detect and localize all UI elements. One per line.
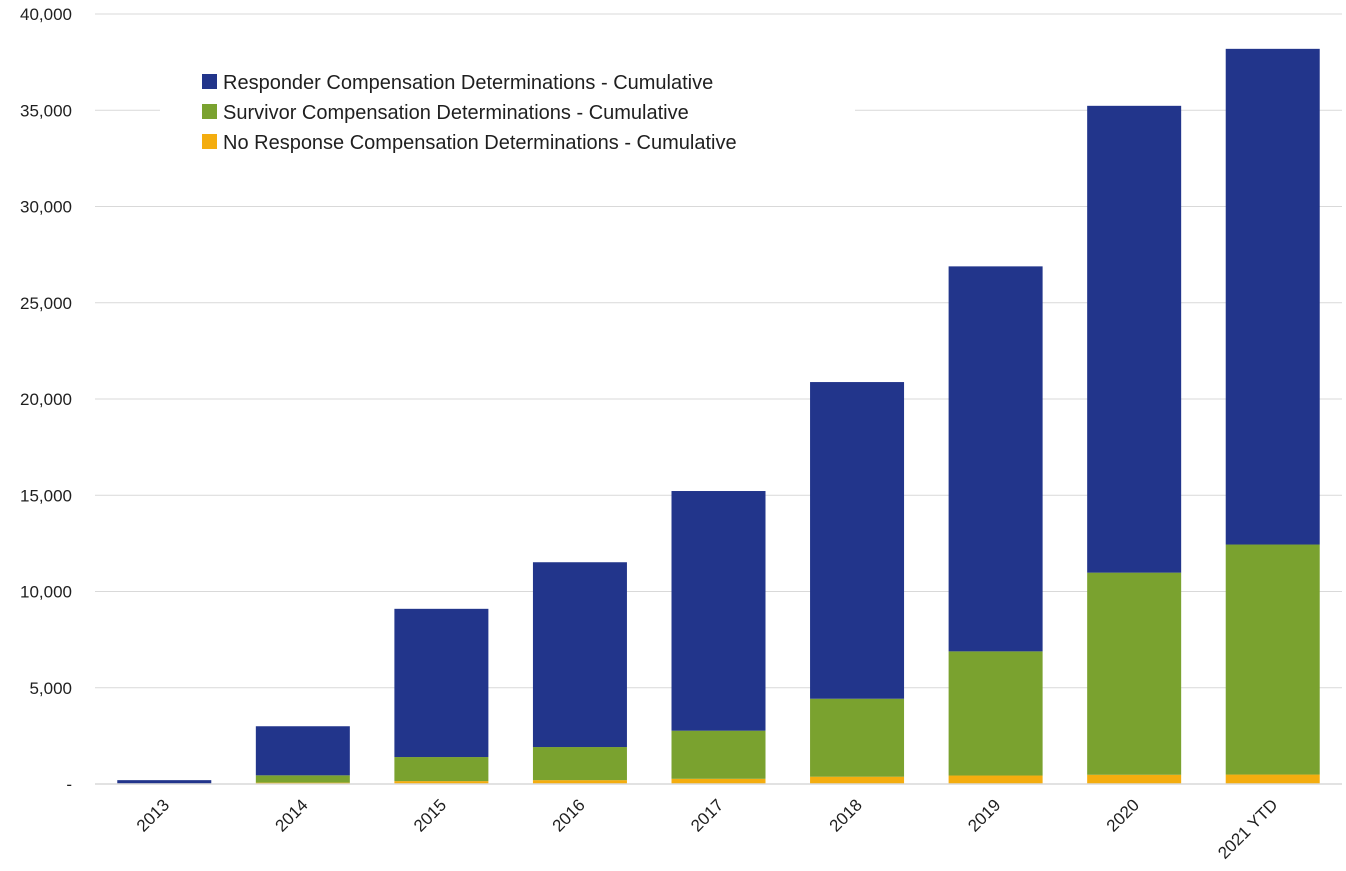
bar-segment — [671, 778, 766, 784]
y-tick-label: 10,000 — [20, 583, 72, 602]
bar-segment — [671, 491, 766, 731]
bar-segment — [1225, 48, 1320, 545]
bar-segment — [532, 780, 627, 784]
y-tick-label: 35,000 — [20, 101, 72, 120]
x-tick-label: 2015 — [410, 795, 450, 835]
x-tick-label: 2013 — [133, 795, 173, 835]
bar-segment — [948, 775, 1043, 784]
bar-segment — [532, 747, 627, 781]
y-axis: - 5,000 10,000 15,000 20,000 25,000 30,000 35,0… — [20, 5, 72, 794]
bar-segment — [671, 730, 766, 779]
y-tick-label: - — [66, 775, 72, 794]
x-tick-label: 2014 — [271, 795, 311, 835]
legend-label: No Response Compensation Determinations … — [223, 132, 737, 154]
legend: Responder Compensation Determinations - … — [160, 62, 855, 170]
bar-segment — [394, 608, 489, 758]
bar-segment — [1225, 774, 1320, 784]
bar-segment — [255, 726, 350, 776]
x-tick-label: 2017 — [687, 795, 727, 835]
bar-segment — [948, 651, 1043, 776]
bar-segment — [255, 775, 350, 783]
bar-segment — [1087, 774, 1182, 784]
bar-segment — [948, 266, 1043, 652]
legend-swatch — [202, 104, 217, 119]
bars — [117, 48, 1320, 784]
bar-segment — [1087, 105, 1182, 573]
bar-segment — [532, 562, 627, 748]
x-tick-label: 2020 — [1103, 795, 1143, 835]
x-axis: 2013 2014 2015 2016 2017 2018 2019 2020 2021 YTD — [95, 783, 1342, 863]
bar-segment — [1087, 572, 1182, 775]
y-tick-label: 40,000 — [20, 5, 72, 24]
legend-swatch — [202, 134, 217, 149]
x-tick-label: 2018 — [826, 795, 866, 835]
bar-segment — [394, 781, 489, 784]
legend-label: Survivor Compensation Determinations - C… — [223, 102, 689, 124]
x-tick-label: 2016 — [549, 795, 589, 835]
y-tick-label: 20,000 — [20, 390, 72, 409]
bar-segment — [810, 776, 905, 784]
y-tick-label: 25,000 — [20, 294, 72, 313]
legend-background — [160, 62, 855, 170]
y-tick-label: 30,000 — [20, 198, 72, 217]
bar-segment — [394, 757, 489, 782]
x-tick-label: 2019 — [964, 795, 1004, 835]
bar-segment — [117, 780, 212, 784]
legend-label: Responder Compensation Determinations - … — [223, 72, 713, 94]
bar-segment — [810, 698, 905, 777]
bar-segment — [810, 382, 905, 699]
bar-segment — [1225, 544, 1320, 775]
x-tick-label: 2021 YTD — [1214, 795, 1281, 862]
y-tick-label: 15,000 — [20, 486, 72, 505]
y-tick-label: 5,000 — [29, 679, 72, 698]
legend-swatch — [202, 74, 217, 89]
